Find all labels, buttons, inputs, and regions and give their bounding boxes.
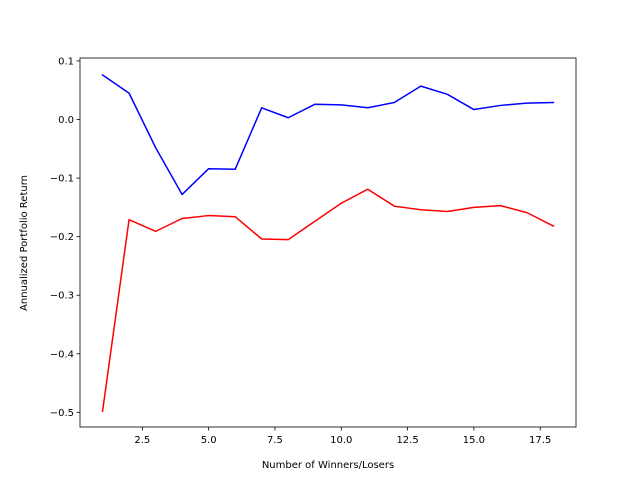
y-tick-label: −0.1 — [50, 174, 74, 185]
series-layer — [101, 73, 555, 413]
x-tick-label: 12.5 — [396, 435, 418, 446]
series-line-2 — [101, 188, 555, 413]
x-tick-label: 17.5 — [529, 435, 551, 446]
x-tick-label: 7.5 — [267, 435, 283, 446]
y-tick-label: 0.0 — [58, 115, 74, 126]
x-tick-label: 2.5 — [134, 435, 150, 446]
axes-layer: 2.5 5.0 7.5 10.0 12.5 15.0 17.5 0.1 0.0 −0.1 −0.2 −… — [50, 56, 577, 446]
plot-area — [80, 58, 576, 427]
x-tick-label: 5.0 — [201, 435, 217, 446]
axes-frame — [79, 57, 577, 428]
x-axis-label: Number of Winners/Losers — [262, 460, 394, 471]
y-tick-label: 0.1 — [58, 56, 74, 67]
y-tick-label: −0.2 — [50, 232, 74, 243]
y-tick-label: −0.4 — [50, 349, 74, 360]
y-axis-label: Annualized Portfolio Return — [19, 175, 30, 311]
series-line-1 — [101, 73, 555, 196]
y-tick-label: −0.3 — [50, 291, 74, 302]
plot-background — [80, 58, 576, 427]
x-tick-label: 15.0 — [463, 435, 485, 446]
y-tick-label: −0.5 — [50, 408, 74, 419]
x-tick-label: 10.0 — [330, 435, 352, 446]
